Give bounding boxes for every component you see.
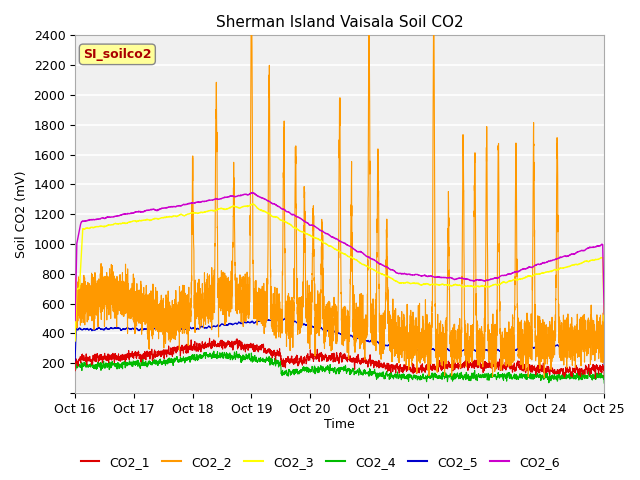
- Y-axis label: Soil CO2 (mV): Soil CO2 (mV): [15, 170, 28, 258]
- Text: SI_soilco2: SI_soilco2: [83, 48, 152, 61]
- Title: Sherman Island Vaisala Soil CO2: Sherman Island Vaisala Soil CO2: [216, 15, 463, 30]
- Legend: CO2_1, CO2_2, CO2_3, CO2_4, CO2_5, CO2_6: CO2_1, CO2_2, CO2_3, CO2_4, CO2_5, CO2_6: [76, 451, 564, 474]
- X-axis label: Time: Time: [324, 419, 355, 432]
